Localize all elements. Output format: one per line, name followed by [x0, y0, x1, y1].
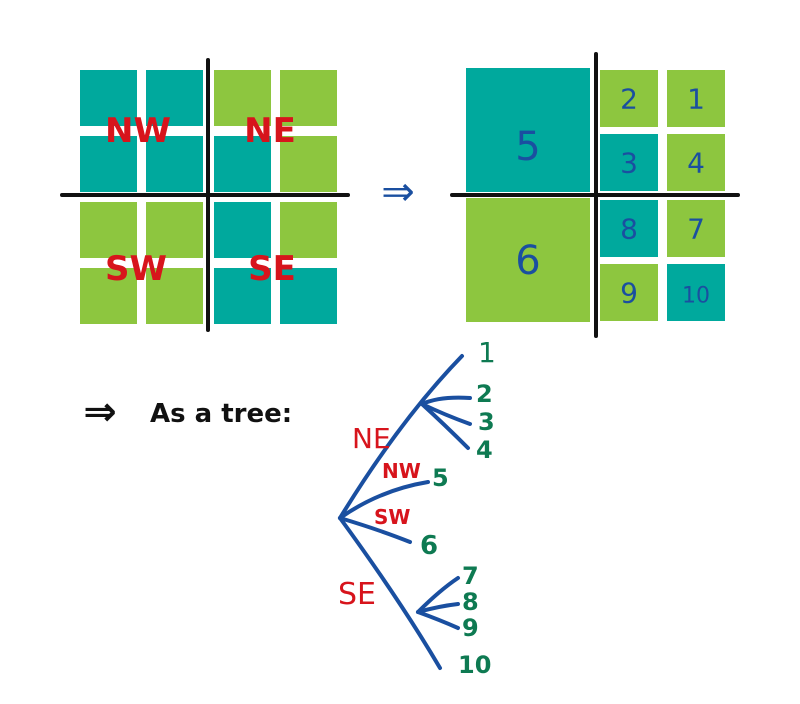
left-grid-cell: [280, 202, 337, 258]
right-ne-cell: [600, 134, 658, 191]
right-ne-label-3: 3: [620, 147, 638, 180]
edge-root-nw: [338, 480, 430, 520]
right-ne-subgrid: 2 1 3 4: [600, 70, 725, 191]
right-se-label-8: 8: [620, 213, 638, 246]
right-ne-cell: [600, 70, 658, 127]
edge-se-7: [416, 576, 460, 614]
right-se-cell: [667, 200, 725, 257]
left-grid-cell: [280, 268, 337, 324]
right-ne-label-2: 2: [620, 83, 638, 116]
caption-text: As a tree:: [150, 399, 292, 429]
edge-ne-3: [420, 402, 472, 426]
label-sw: SW: [105, 249, 167, 289]
edge-root-ne: [338, 354, 464, 520]
right-se-label-10: 10: [682, 284, 710, 309]
left-grid-cell: [146, 136, 203, 192]
left-grid-cell: [214, 268, 271, 324]
leaf-8: 8: [462, 588, 479, 616]
edge-ne-2: [420, 395, 472, 406]
tree-label-nw: NW: [382, 459, 421, 483]
left-grid-cell: [214, 202, 271, 258]
tree-leaves: 1 2 3 4 5 6 7 8 9 10: [420, 336, 496, 679]
left-grid-cell: [214, 136, 271, 192]
left-grid-cell: [80, 70, 137, 126]
right-ne-cell: [667, 70, 725, 127]
left-grid-cell: [280, 70, 337, 126]
right-ne-cell: [667, 134, 725, 191]
label-se: SE: [248, 249, 296, 289]
edge-ne-4: [420, 402, 470, 450]
tree-edges: [338, 354, 472, 670]
edge-se-8: [416, 602, 460, 614]
left-grid-cell: [146, 268, 203, 324]
left-grid-cell: [80, 202, 137, 258]
right-ne-label-1: 1: [687, 83, 705, 116]
left-grid-cell: [80, 268, 137, 324]
leaf-4: 4: [476, 436, 493, 464]
transform-arrow: ⇒: [381, 169, 415, 215]
leaf-2: 2: [476, 380, 493, 408]
right-ne-label-4: 4: [687, 147, 705, 180]
tree-label-ne: NE: [352, 422, 391, 455]
right-label-5: 5: [515, 124, 540, 170]
left-grid-cell: [214, 70, 271, 126]
caption-arrow: ⇒: [83, 389, 117, 435]
leaf-3: 3: [478, 408, 495, 436]
right-se-label-7: 7: [687, 213, 705, 246]
leaf-10: 10: [458, 651, 491, 679]
leaf-5: 5: [432, 464, 449, 492]
right-se-subgrid: 8 7 9 10: [600, 200, 725, 321]
leaf-9: 9: [462, 614, 479, 642]
tree-label-sw: SW: [374, 505, 410, 529]
leaf-7: 7: [462, 562, 479, 590]
left-grid-cell: [280, 136, 337, 192]
label-nw: NW: [105, 111, 171, 151]
right-big-nw-cell: [466, 68, 590, 192]
label-ne: NE: [244, 111, 296, 151]
leaf-6: 6: [420, 531, 438, 561]
right-se-label-9: 9: [620, 277, 638, 310]
right-se-cell: [600, 200, 658, 257]
right-big-sw-cell: [466, 198, 590, 322]
left-grid-cell: [146, 202, 203, 258]
right-label-6: 6: [515, 238, 540, 284]
left-quadtree-grid: [80, 70, 337, 324]
edge-root-se: [338, 516, 442, 670]
leaf-1: 1: [478, 336, 496, 369]
left-grid-cell: [146, 70, 203, 126]
edge-se-9: [416, 610, 460, 630]
edge-root-sw: [338, 516, 412, 544]
right-se-cell: [667, 264, 725, 321]
right-se-cell: [600, 264, 658, 321]
tree-label-se: SE: [338, 577, 376, 612]
left-grid-cell: [80, 136, 137, 192]
